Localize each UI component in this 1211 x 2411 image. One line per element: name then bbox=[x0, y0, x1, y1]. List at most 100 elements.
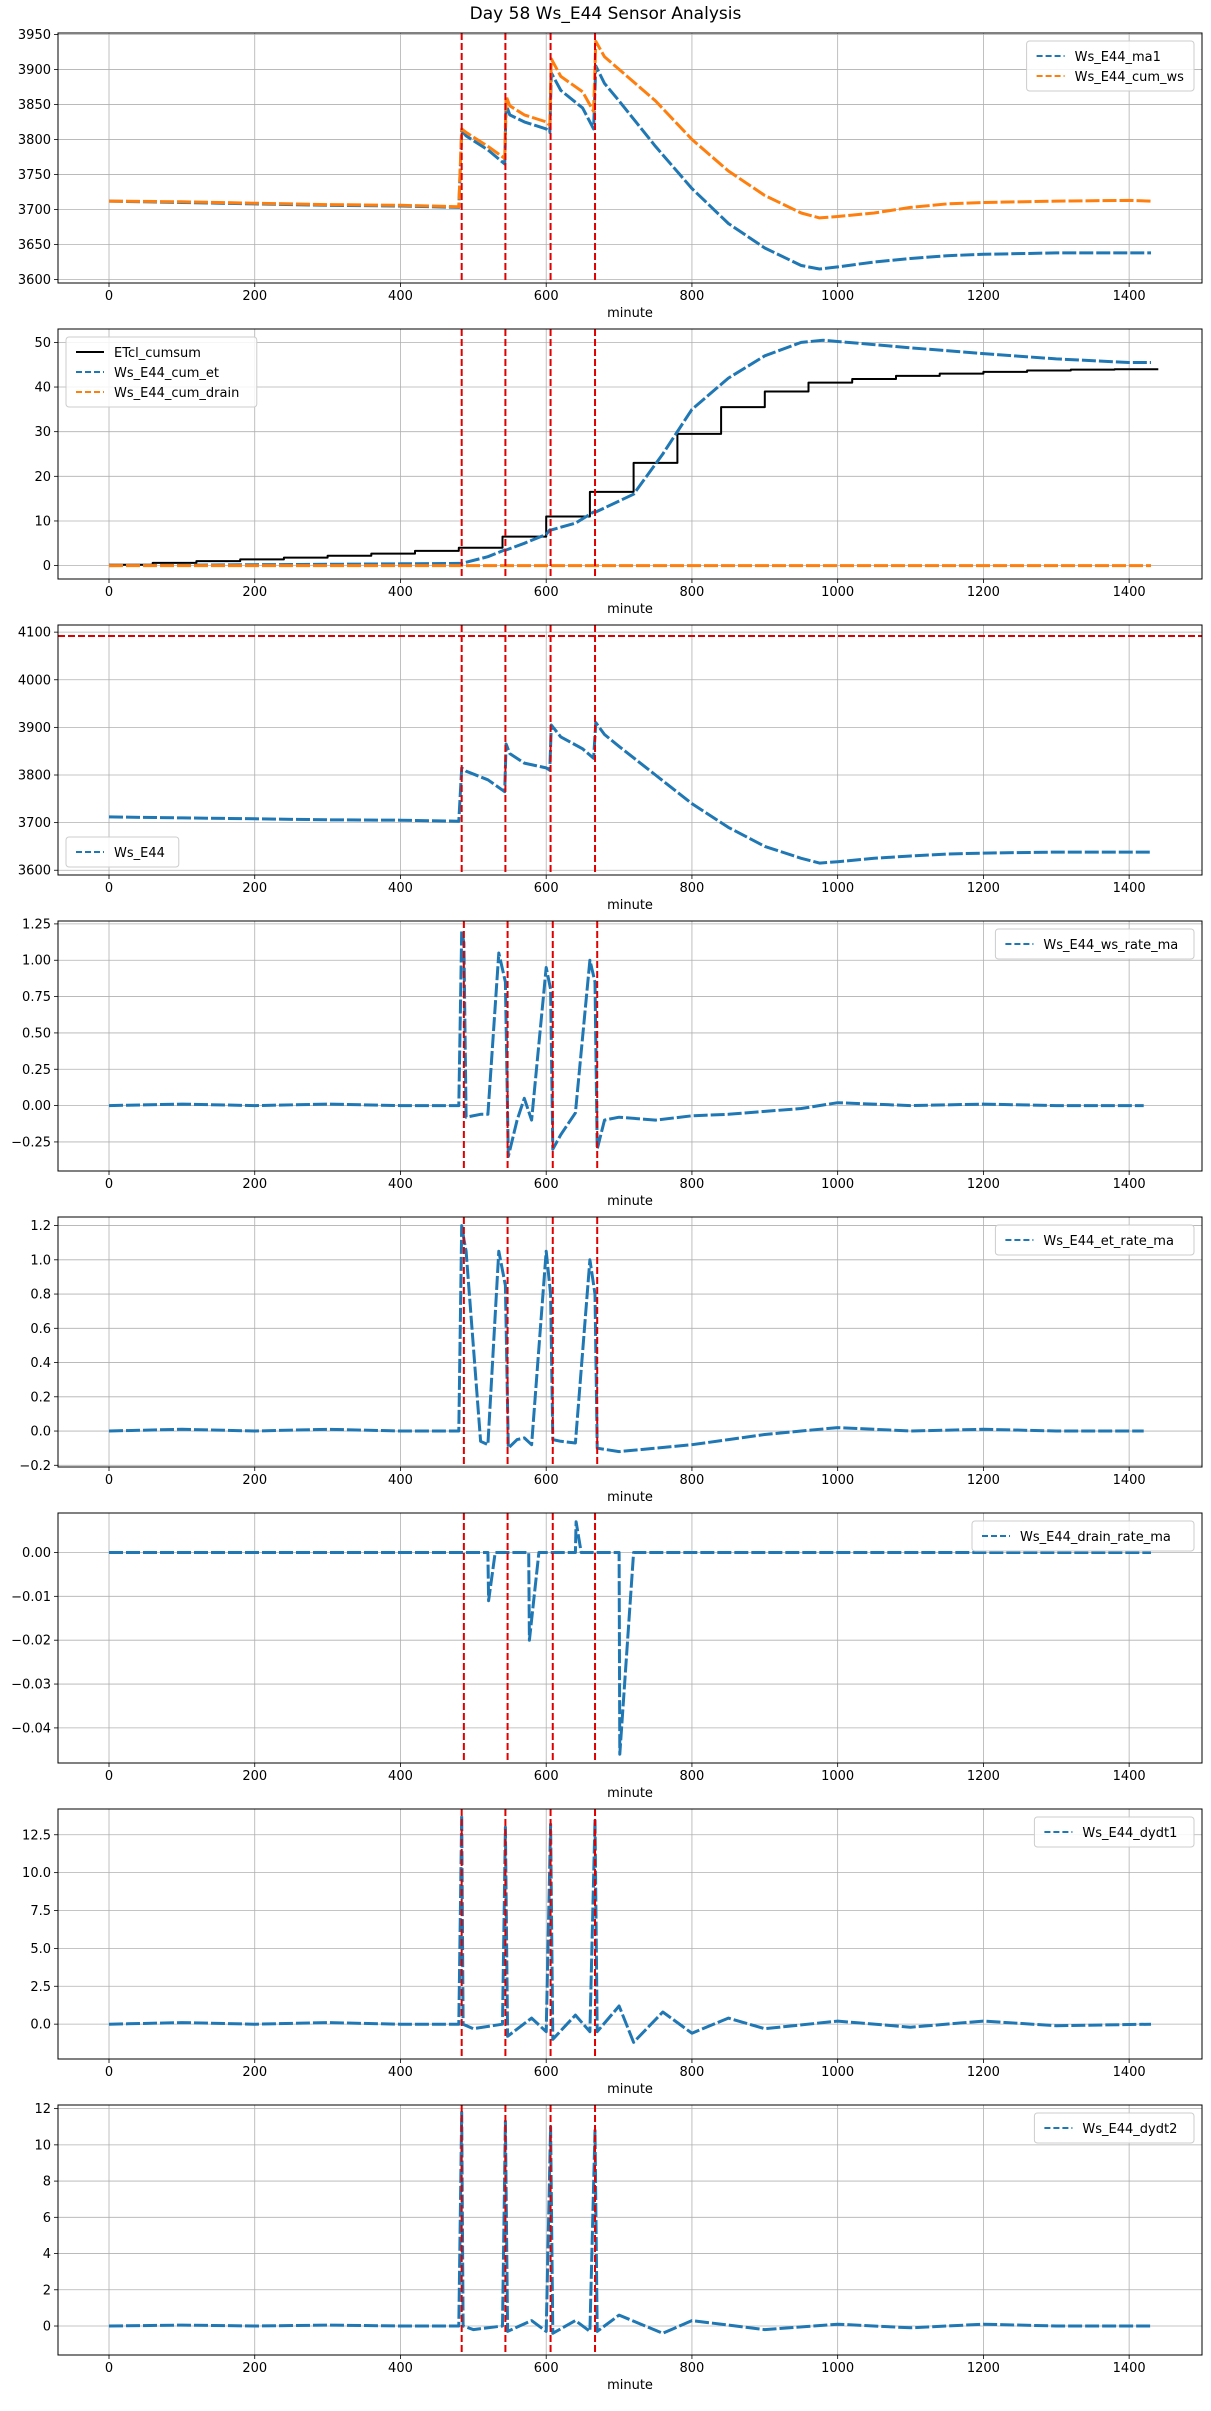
x-tick-label: 1200 bbox=[967, 2065, 1000, 2080]
y-tick-label: 1.00 bbox=[22, 954, 51, 969]
chart-panel-7: 0 200 400 600 800 1000 1200 1400 0.0 2.5 5.0 7.5 10.… bbox=[22, 1808, 1203, 2097]
chart-panel-2: 0 200 400 600 800 1000 1200 1400 0 10 20 30 40 50 minu… bbox=[34, 328, 1203, 617]
y-tick-label: 0.8 bbox=[30, 1288, 51, 1303]
figure-title: Day 58 Ws_E44 Sensor Analysis bbox=[469, 4, 742, 24]
plot-frame bbox=[57, 1216, 1203, 1468]
x-tick-label: 1000 bbox=[821, 881, 854, 896]
plot-frame bbox=[57, 2104, 1203, 2356]
y-tick-label: 3900 bbox=[18, 721, 51, 736]
x-tick-label: 600 bbox=[534, 2361, 559, 2376]
x-tick-label: 1400 bbox=[1113, 2065, 1146, 2080]
x-tick-label: 400 bbox=[388, 1769, 413, 1784]
y-tick-label: 3850 bbox=[18, 98, 51, 113]
x-axis-label: minute bbox=[607, 898, 653, 913]
y-tick-label: 12 bbox=[34, 2102, 51, 2117]
legend-box bbox=[65, 836, 180, 868]
y-tick-label: 30 bbox=[34, 425, 51, 440]
plot-frame bbox=[57, 920, 1203, 1172]
series-line-Ws_E44_cum_ws bbox=[108, 39, 1152, 220]
series-line-Ws_E44_cum_et bbox=[108, 338, 1151, 568]
y-tick-label: 0.00 bbox=[22, 1099, 51, 1114]
y-tick-label: 4000 bbox=[18, 673, 51, 688]
legend-box bbox=[1026, 40, 1195, 92]
y-tick-label: 0.2 bbox=[30, 1390, 51, 1405]
legend-label: Ws_E44_drain_rate_ma bbox=[1020, 1530, 1171, 1545]
x-axis-label: minute bbox=[607, 1786, 653, 1801]
chart-panel-5: 0 200 400 600 800 1000 1200 1400 −0.2 0.0 0.2 0.4 0.… bbox=[19, 1216, 1203, 1505]
x-tick-label: 1400 bbox=[1113, 1769, 1146, 1784]
x-tick-label: 0 bbox=[105, 1473, 113, 1488]
x-tick-label: 1000 bbox=[821, 2065, 854, 2080]
chart-panel-6: 0 200 400 600 800 1000 1200 1400 −0.04 −0.03 −0.02… bbox=[11, 1512, 1203, 1801]
legend-label: Ws_E44_ws_rate_ma bbox=[1043, 938, 1178, 953]
legend: Ws_E44_dydt2 bbox=[1033, 2112, 1195, 2144]
plot-frame bbox=[57, 328, 1203, 580]
plot-frame bbox=[57, 1808, 1203, 2060]
x-tick-label: 600 bbox=[534, 1177, 559, 1192]
legend-box bbox=[994, 1224, 1195, 1256]
y-tick-label: 0.0 bbox=[30, 2018, 51, 2033]
y-tick-label: 0.4 bbox=[30, 1356, 51, 1371]
x-axis-label: minute bbox=[607, 602, 653, 617]
x-tick-label: 200 bbox=[242, 1769, 267, 1784]
y-tick-label: 20 bbox=[34, 470, 51, 485]
y-tick-label: 4 bbox=[43, 2247, 51, 2262]
x-tick-label: 400 bbox=[388, 585, 413, 600]
legend-label: Ws_E44_ma1 bbox=[1075, 50, 1161, 65]
y-tick-label: 7.5 bbox=[30, 1904, 51, 1919]
x-axis-label: minute bbox=[607, 306, 653, 321]
legend-label: Ws_E44_cum_ws bbox=[1075, 70, 1185, 85]
x-tick-label: 600 bbox=[534, 289, 559, 304]
x-tick-label: 400 bbox=[388, 2065, 413, 2080]
x-axis-label: minute bbox=[607, 2378, 653, 2393]
x-tick-label: 1400 bbox=[1113, 881, 1146, 896]
legend-box bbox=[971, 1520, 1195, 1552]
x-tick-label: 800 bbox=[680, 2361, 705, 2376]
x-tick-label: 800 bbox=[680, 1177, 705, 1192]
y-tick-label: 0.25 bbox=[22, 1063, 51, 1078]
legend-label: Ws_E44_et_rate_ma bbox=[1043, 1234, 1174, 1249]
series-line-Ws_E44_dydt1 bbox=[108, 1813, 1152, 2044]
x-tick-label: 200 bbox=[242, 585, 267, 600]
y-tick-label: 2 bbox=[43, 2283, 51, 2298]
x-tick-label: 1200 bbox=[967, 2361, 1000, 2376]
series-line-Ws_E44_et_rate_ma bbox=[108, 1224, 1144, 1454]
x-tick-label: 800 bbox=[680, 881, 705, 896]
x-tick-label: 400 bbox=[388, 289, 413, 304]
legend-label: Ws_E44_dydt2 bbox=[1082, 2122, 1177, 2137]
x-tick-label: 1200 bbox=[967, 881, 1000, 896]
y-tick-label: 40 bbox=[34, 381, 51, 396]
legend: Ws_E44_ma1 Ws_E44_cum_ws bbox=[1026, 40, 1195, 92]
x-tick-label: 600 bbox=[534, 1769, 559, 1784]
x-tick-label: 400 bbox=[388, 2361, 413, 2376]
x-tick-label: 600 bbox=[534, 585, 559, 600]
x-tick-label: 800 bbox=[680, 1769, 705, 1784]
x-tick-label: 1000 bbox=[821, 2361, 854, 2376]
x-tick-label: 600 bbox=[534, 2065, 559, 2080]
series-line-Ws_E44_ma1 bbox=[108, 64, 1151, 271]
legend-label: Ws_E44_cum_drain bbox=[114, 386, 239, 401]
legend: Ws_E44_et_rate_ma bbox=[994, 1224, 1195, 1256]
y-tick-label: 8 bbox=[43, 2175, 51, 2190]
y-tick-label: 10 bbox=[34, 514, 51, 529]
legend-label: Ws_E44_dydt1 bbox=[1082, 1826, 1177, 1841]
x-tick-label: 800 bbox=[680, 289, 705, 304]
chart-panel-4: 0 200 400 600 800 1000 1200 1400 −0.25 0.00 0.25 0.… bbox=[11, 917, 1203, 1209]
x-tick-label: 800 bbox=[680, 1473, 705, 1488]
legend: Ws_E44 bbox=[65, 836, 180, 868]
x-tick-label: 1400 bbox=[1113, 1177, 1146, 1192]
x-tick-label: 200 bbox=[242, 1177, 267, 1192]
x-tick-label: 1000 bbox=[821, 289, 854, 304]
y-tick-label: −0.25 bbox=[11, 1135, 51, 1150]
x-axis-label: minute bbox=[607, 1194, 653, 1209]
x-tick-label: 0 bbox=[105, 289, 113, 304]
x-tick-label: 1200 bbox=[967, 289, 1000, 304]
x-axis-label: minute bbox=[607, 1490, 653, 1505]
y-tick-label: 3600 bbox=[18, 864, 51, 879]
chart-panel-3: 0 200 400 600 800 1000 1200 1400 3600 3700 3800 390… bbox=[18, 624, 1203, 913]
y-tick-label: −0.2 bbox=[19, 1459, 51, 1474]
y-tick-label: 3600 bbox=[18, 273, 51, 288]
legend-box bbox=[1033, 2112, 1195, 2144]
x-tick-label: 600 bbox=[534, 881, 559, 896]
